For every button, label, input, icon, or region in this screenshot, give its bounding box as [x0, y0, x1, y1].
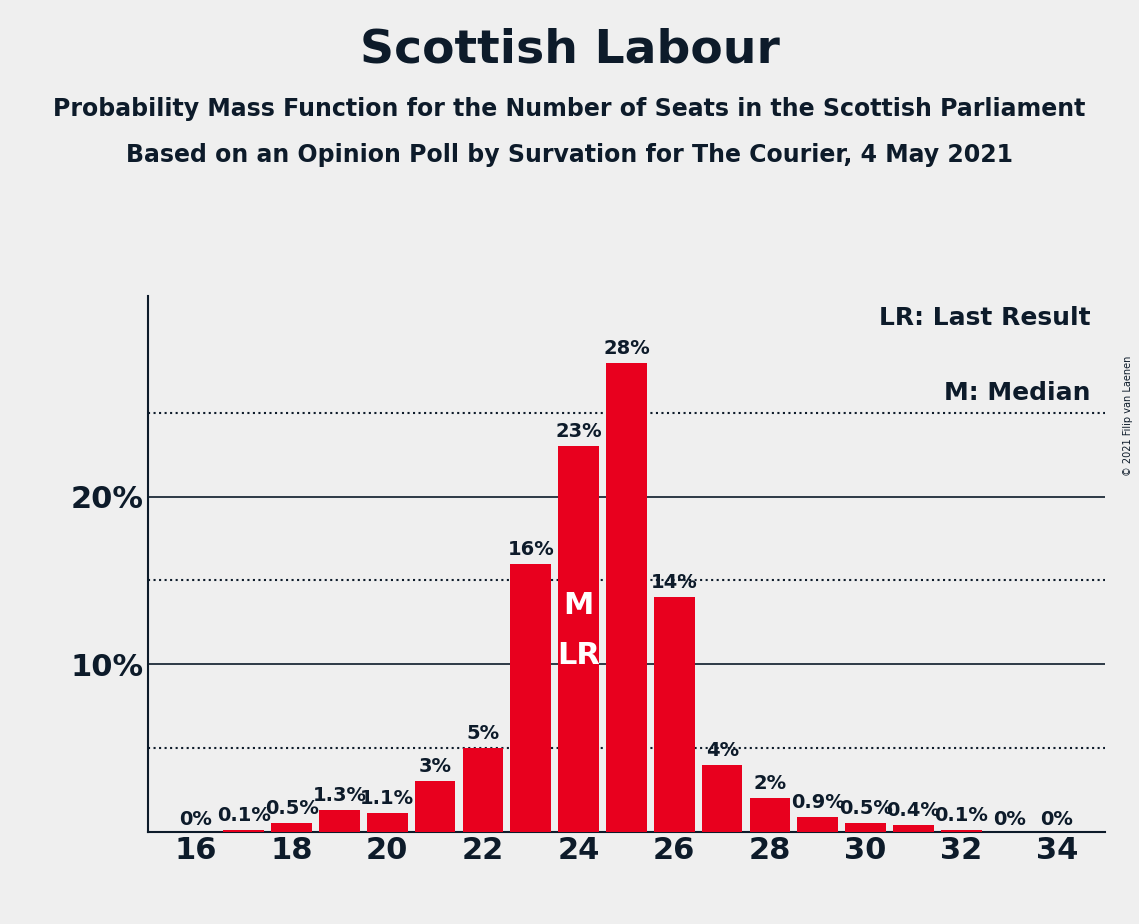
Bar: [462, 748, 503, 832]
Bar: [558, 446, 599, 832]
Text: 5%: 5%: [466, 723, 500, 743]
Text: 0.1%: 0.1%: [216, 806, 271, 825]
Bar: [271, 823, 312, 832]
Text: 1.1%: 1.1%: [360, 789, 415, 808]
Bar: [797, 817, 838, 832]
Text: 0%: 0%: [1041, 810, 1073, 829]
Text: 0.5%: 0.5%: [264, 799, 319, 819]
Text: 0.4%: 0.4%: [886, 801, 941, 820]
Text: 23%: 23%: [556, 422, 601, 442]
Text: © 2021 Filip van Laenen: © 2021 Filip van Laenen: [1123, 356, 1133, 476]
Text: M: M: [564, 591, 593, 620]
Bar: [702, 765, 743, 832]
Bar: [319, 809, 360, 832]
Text: Probability Mass Function for the Number of Seats in the Scottish Parliament: Probability Mass Function for the Number…: [54, 97, 1085, 121]
Text: 0%: 0%: [180, 810, 212, 829]
Text: 2%: 2%: [753, 774, 787, 793]
Text: 0.1%: 0.1%: [934, 806, 989, 825]
Text: 28%: 28%: [603, 338, 650, 358]
Text: 0.9%: 0.9%: [790, 793, 845, 811]
Text: M: Median: M: Median: [944, 382, 1090, 406]
Bar: [510, 564, 551, 832]
Text: 1.3%: 1.3%: [312, 785, 367, 805]
Bar: [367, 813, 408, 832]
Bar: [223, 830, 264, 832]
Text: 0.5%: 0.5%: [838, 799, 893, 819]
Bar: [893, 825, 934, 832]
Text: Scottish Labour: Scottish Labour: [360, 28, 779, 73]
Bar: [654, 597, 695, 832]
Bar: [941, 830, 982, 832]
Text: 0%: 0%: [993, 810, 1025, 829]
Text: 14%: 14%: [650, 573, 698, 592]
Text: 3%: 3%: [419, 758, 451, 776]
Bar: [749, 798, 790, 832]
Text: 16%: 16%: [507, 540, 555, 559]
Bar: [606, 363, 647, 832]
Bar: [845, 823, 886, 832]
Text: LR: Last Result: LR: Last Result: [879, 307, 1090, 331]
Text: Based on an Opinion Poll by Survation for The Courier, 4 May 2021: Based on an Opinion Poll by Survation fo…: [126, 143, 1013, 167]
Text: 4%: 4%: [705, 740, 739, 760]
Text: LR: LR: [557, 641, 600, 670]
Bar: [415, 782, 456, 832]
